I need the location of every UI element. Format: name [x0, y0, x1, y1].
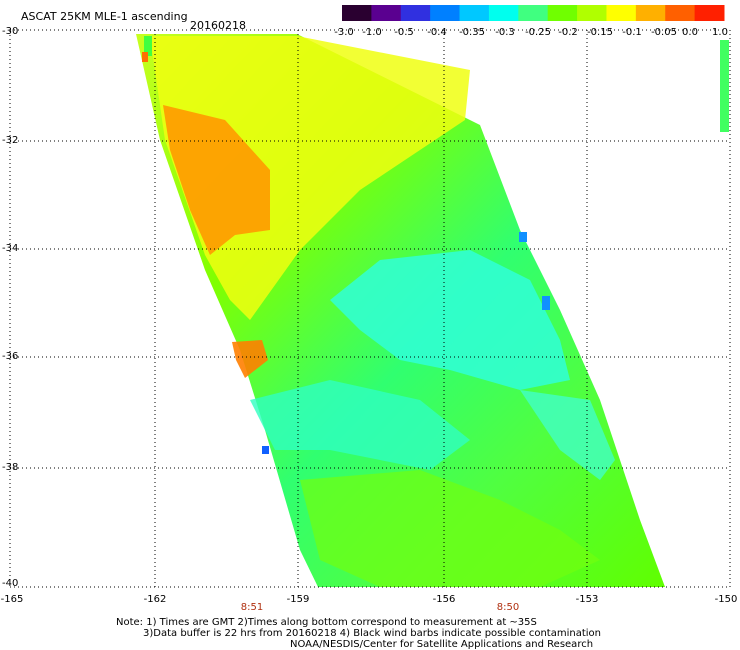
colorbar-segment	[518, 5, 549, 21]
colorbar-label: -0.25	[525, 27, 551, 38]
edge-strip	[142, 52, 148, 62]
colorbar-label: -0.4	[427, 27, 447, 38]
colorbar-label: -1.0	[362, 27, 382, 38]
swath-region-cyan	[520, 390, 615, 480]
colorbar-segment	[694, 5, 725, 21]
note-line-1: Note: 1) Times are GMT 2)Times along bot…	[116, 617, 537, 628]
lon-label: -153	[575, 594, 599, 605]
colorbar-segment	[547, 5, 578, 21]
colorbar-segment	[342, 5, 372, 21]
swath-region-green	[300, 470, 600, 587]
lon-gridlines	[154, 30, 588, 587]
map-title: ASCAT 25KM MLE-1 ascending	[21, 10, 188, 23]
lat-label: -38	[2, 462, 19, 473]
lon-label: -159	[286, 594, 310, 605]
colorbar-segment	[488, 5, 519, 21]
lat-label: -32	[2, 135, 19, 146]
lat-label: -34	[2, 243, 19, 254]
colorbar-segment	[459, 5, 490, 21]
colorbar-segment	[635, 5, 666, 21]
lat-label: -40	[2, 578, 19, 589]
lon-label: -165	[0, 594, 24, 605]
lat-gridlines	[10, 140, 730, 469]
colorbar-segment	[665, 5, 696, 21]
time-label: 8:51	[240, 602, 264, 613]
colorbar-label: -0.2	[558, 27, 578, 38]
colorbar-segment	[400, 5, 431, 21]
colorbar-label: 0.0	[682, 27, 698, 38]
colorbar	[342, 5, 725, 21]
colorbar-label: -0.1	[622, 27, 642, 38]
colorbar-label: -0.05	[651, 27, 677, 38]
swath-region-orange	[163, 105, 270, 255]
colorbar-label: 1.0	[712, 27, 728, 38]
note-line-2: 3)Data buffer is 22 hrs from 20160218 4)…	[143, 628, 601, 639]
swath-region-blue	[519, 232, 527, 242]
swath-region-blue	[262, 446, 269, 454]
lon-label: -162	[143, 594, 167, 605]
map-date: 20160218	[190, 19, 246, 32]
lon-label: -150	[714, 594, 738, 605]
lat-label: -30	[2, 26, 19, 37]
swath-region-blue	[542, 296, 550, 310]
swath-region-cyan	[330, 250, 570, 390]
edge-strip	[144, 36, 152, 56]
note-line-3: NOAA/NESDIS/Center for Satellite Applica…	[290, 639, 594, 650]
swath-region-cyan	[250, 380, 470, 470]
colorbar-label: -0.15	[587, 27, 613, 38]
plot-frame	[9, 29, 731, 588]
colorbar-segment	[606, 5, 637, 21]
lon-label: -156	[432, 594, 456, 605]
colorbar-segment	[371, 5, 402, 21]
colorbar-label: -3.0	[334, 27, 354, 38]
time-label: 8:50	[496, 602, 520, 613]
colorbar-label: -0.5	[394, 27, 414, 38]
colorbar-segment	[430, 5, 461, 21]
swath-region-orange	[232, 340, 268, 378]
colorbar-label: -0.3	[495, 27, 515, 38]
edge-strip	[720, 40, 729, 132]
colorbar-segment	[577, 5, 607, 21]
lat-label: -36	[2, 351, 19, 362]
colorbar-label: -0.35	[459, 27, 485, 38]
